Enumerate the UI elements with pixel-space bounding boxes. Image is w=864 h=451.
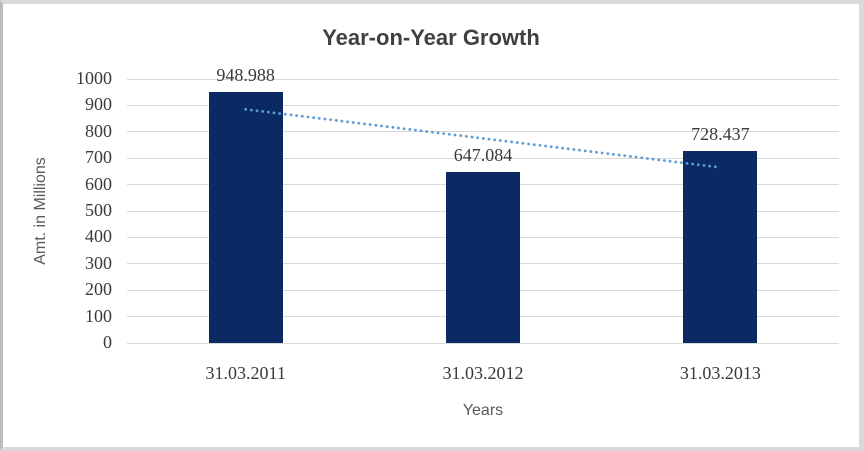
plot-area: 948.988 647.084 728.437 — [127, 65, 839, 344]
y-tick-label: 800 — [85, 120, 112, 141]
bar — [208, 92, 283, 343]
chart-title: Year-on-Year Growth — [322, 25, 540, 50]
y-tick-label: 1000 — [76, 68, 112, 88]
x-tick-label: 31.03.2011 — [205, 363, 286, 383]
y-tick-label: 600 — [85, 173, 112, 194]
y-tick-label: 700 — [85, 147, 112, 168]
bar-value-label: 948.988 — [216, 65, 275, 86]
trendline — [244, 107, 722, 169]
bar-value-label: 647.084 — [453, 145, 513, 166]
y-tick-label: 500 — [85, 200, 112, 220]
y-tick-label: 900 — [85, 94, 112, 115]
gridline — [127, 342, 839, 344]
x-axis-title: Years — [462, 402, 504, 419]
gridline — [127, 78, 839, 80]
y-tick-label: 400 — [85, 226, 112, 247]
y-tick-label: 0 — [103, 332, 112, 352]
gridline — [127, 157, 839, 159]
bar — [446, 172, 520, 343]
y-tick-label: 300 — [85, 252, 112, 273]
bar — [683, 150, 758, 343]
x-tick-label: 31.03.2013 — [679, 363, 761, 383]
x-tick-label: 31.03.2012 — [442, 363, 524, 383]
bar-value-label: 728.437 — [691, 123, 750, 144]
gridline — [127, 131, 839, 133]
y-tick-label: 200 — [85, 279, 112, 300]
y-tick-label: 100 — [85, 305, 112, 326]
gridline — [127, 104, 839, 106]
